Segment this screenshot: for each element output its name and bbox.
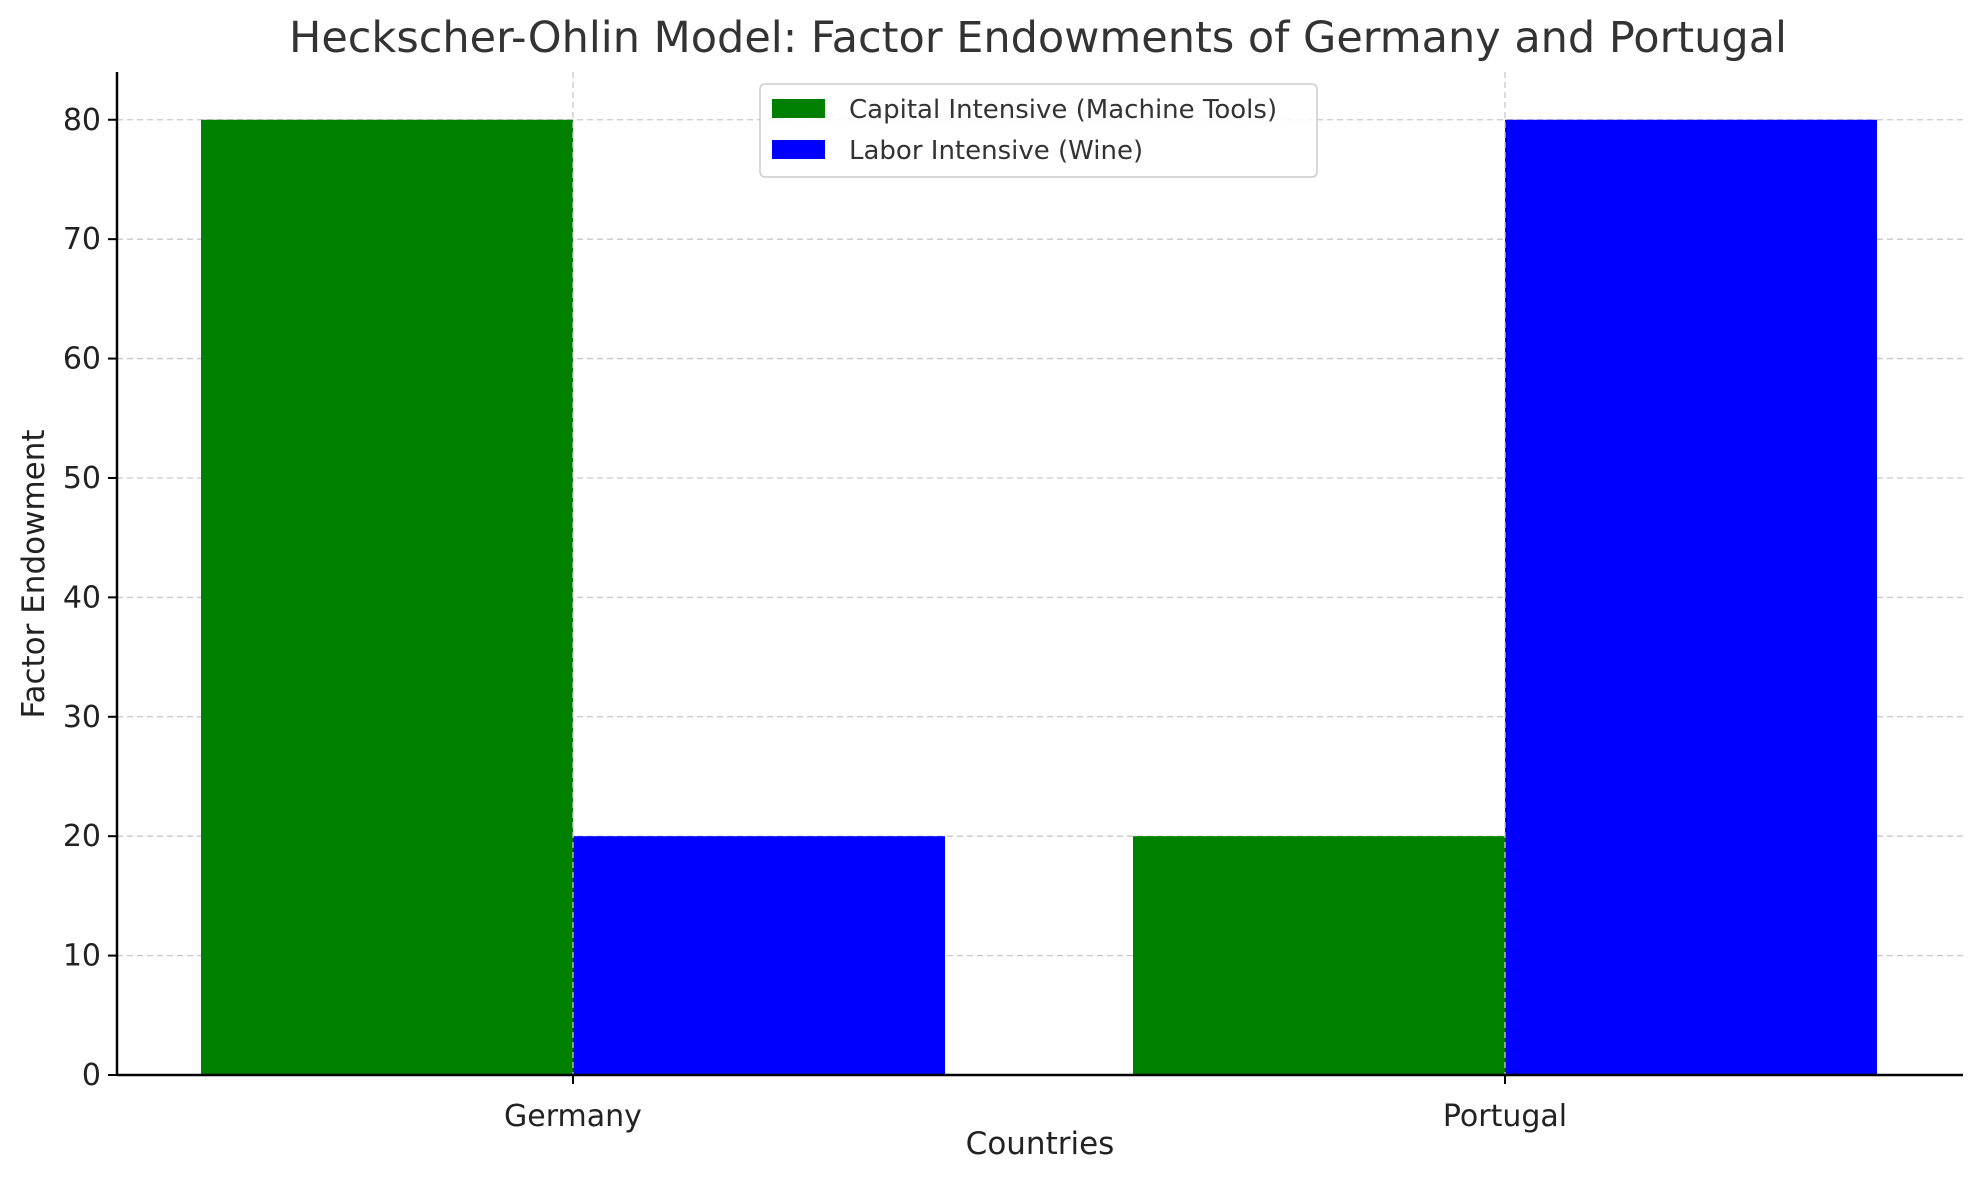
x-axis-label: Countries [966,1126,1115,1162]
x-tick-label: Germany [504,1099,642,1134]
x-tick-labels: Germany Portugal [504,1075,1567,1134]
y-tick-label: 0 [82,1058,101,1093]
bar-germany-series-1 [201,119,573,1075]
legend: Capital Intensive (Machine Tools) Labor I… [759,83,1318,178]
y-tick-label: 50 [63,461,101,496]
chart-title: Heckscher-Ohlin Model: Factor Endowments… [289,13,1787,63]
x-tick-label: Portugal [1443,1099,1567,1134]
y-tick-label: 70 [63,222,101,257]
legend-swatch [772,140,825,159]
bar-germany-series-2 [573,836,945,1075]
vertical-grid-lines [572,72,1506,1075]
y-tick-labels: 0 10 20 30 40 50 60 70 80 [63,103,117,1093]
y-tick-label: 40 [63,580,101,615]
bar-portugal-series-1 [1133,836,1505,1075]
legend-box [759,83,1318,178]
legend-label: Capital Intensive (Machine Tools) [849,95,1277,125]
y-tick-label: 20 [63,819,101,854]
bars [201,119,1877,1075]
y-axis-label: Factor Endowment [16,429,52,718]
legend-label: Labor Intensive (Wine) [849,136,1143,166]
y-tick-label: 60 [63,342,101,377]
bar-portugal-series-2 [1505,119,1877,1075]
y-tick-label: 30 [63,700,101,735]
y-tick-label: 80 [63,103,101,138]
y-tick-label: 10 [63,939,101,974]
legend-swatch [772,99,825,118]
